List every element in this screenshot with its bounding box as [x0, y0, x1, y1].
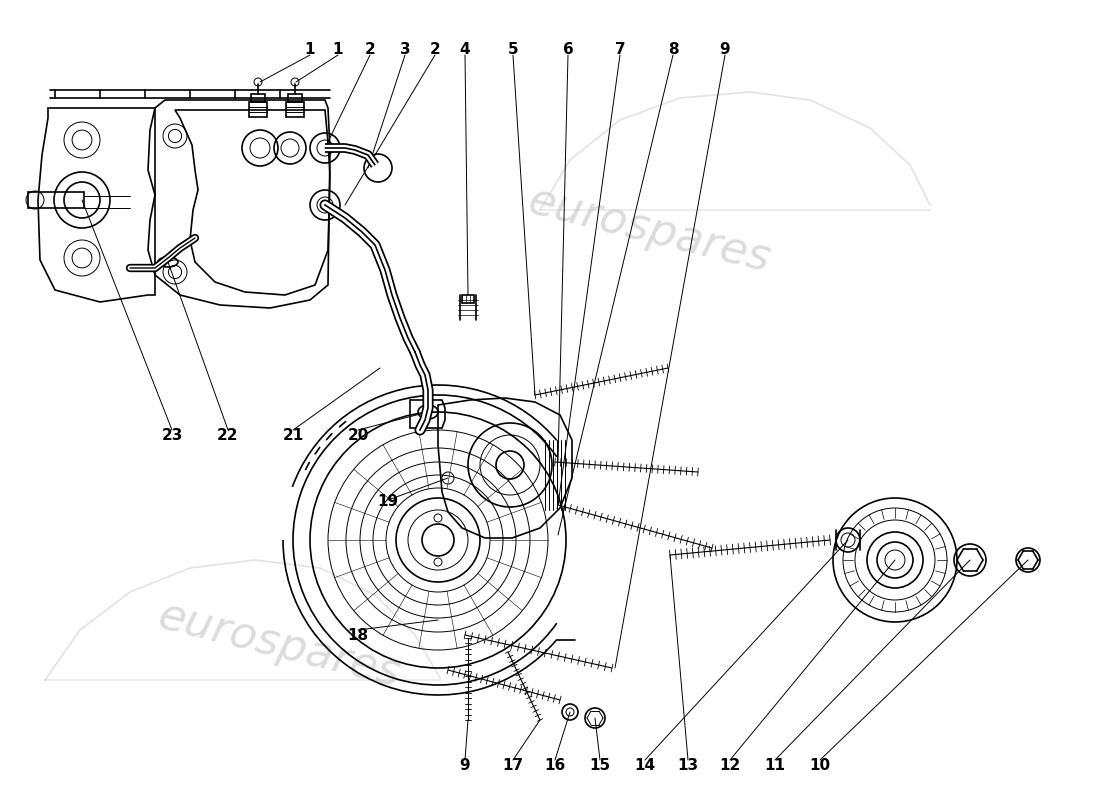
Text: 2: 2: [364, 42, 375, 58]
Text: 22: 22: [218, 427, 239, 442]
Text: 6: 6: [562, 42, 573, 58]
Text: eurospares: eurospares: [525, 179, 775, 281]
Text: 9: 9: [460, 758, 471, 773]
Text: 1: 1: [332, 42, 343, 58]
Text: 3: 3: [399, 42, 410, 58]
Text: 14: 14: [635, 758, 656, 773]
Text: 21: 21: [283, 427, 304, 442]
Text: 9: 9: [719, 42, 730, 58]
Text: 17: 17: [503, 758, 524, 773]
Text: 15: 15: [590, 758, 610, 773]
Text: eurospares: eurospares: [154, 594, 406, 696]
Text: 19: 19: [377, 494, 398, 510]
Text: 5: 5: [508, 42, 518, 58]
Text: 16: 16: [544, 758, 565, 773]
Text: 4: 4: [460, 42, 471, 58]
Text: 10: 10: [810, 758, 830, 773]
Text: 2: 2: [430, 42, 440, 58]
Text: 20: 20: [348, 427, 369, 442]
Text: 13: 13: [678, 758, 698, 773]
Bar: [462, 295, 474, 303]
Bar: [28, 192, 84, 208]
Text: 23: 23: [162, 427, 183, 442]
Text: 18: 18: [348, 627, 369, 642]
Text: 11: 11: [764, 758, 785, 773]
Text: 8: 8: [668, 42, 679, 58]
Text: 7: 7: [615, 42, 625, 58]
Text: 12: 12: [719, 758, 740, 773]
Text: 1: 1: [305, 42, 316, 58]
